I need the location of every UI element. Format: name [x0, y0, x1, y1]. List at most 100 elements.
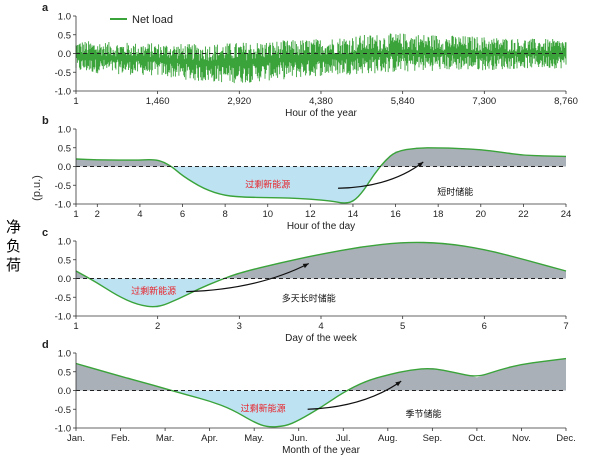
x-tick-label: Jan.	[67, 433, 85, 444]
x-tick-label: Feb.	[111, 433, 130, 444]
arrow-line	[307, 380, 402, 410]
x-axis-label: Hour of the day	[287, 221, 355, 232]
y-tick-label: 1.0	[58, 237, 71, 248]
y-tick-label: 0.0	[58, 162, 71, 173]
x-tick-label: 1	[73, 96, 78, 107]
storage-area	[76, 358, 566, 391]
x-tick-label: Jul.	[336, 433, 351, 444]
x-tick-label: 10	[262, 209, 273, 220]
y-tick-label: -0.5	[55, 68, 71, 79]
panel-letter: c	[42, 227, 48, 239]
y-tick-label: -0.5	[55, 181, 71, 192]
y-tick-label: 0.5	[58, 30, 71, 41]
side-label-char: 负	[6, 238, 21, 255]
x-tick-label: May.	[244, 433, 264, 444]
side-label-char: 荷	[6, 257, 21, 274]
storage-annotation: 多天长时储能	[282, 292, 336, 303]
y-tick-label: 1.0	[58, 349, 71, 360]
y-tick-label: -0.5	[55, 405, 71, 416]
y-axis-label: (p.u.)	[31, 175, 43, 201]
panels: a Net load -1.0 -0.5 0.0 0.5 1.0 1 1,460 2,920 4,3…	[42, 2, 578, 456]
y-tick-label: -1.0	[55, 312, 71, 323]
net-load-line	[75, 147, 567, 204]
surplus-annotation: 过剩新能源	[131, 285, 176, 296]
x-tick-label: 12	[305, 209, 316, 220]
chart-panel-a: a Net load -1.0 -0.5 0.0 0.5 1.0 1 1,460 2,920 4,3…	[42, 2, 578, 119]
surplus-area	[76, 166, 566, 204]
panel-letter: b	[42, 115, 49, 127]
legend-label: Net load	[132, 14, 173, 26]
x-tick-label: 8	[222, 209, 227, 220]
x-tick-label: Dec.	[556, 433, 576, 444]
y-tick-label: -0.5	[55, 293, 71, 304]
side-label: 净 负 荷	[6, 219, 21, 274]
x-tick-label: 1,460	[146, 96, 170, 107]
x-tick-label: Nov.	[512, 433, 531, 444]
y-tick-label: -1.0	[55, 424, 71, 435]
x-tick-label: 3	[237, 321, 242, 332]
x-tick-label: 5	[400, 321, 405, 332]
panel-letter: a	[42, 2, 49, 14]
net-load-line	[75, 357, 567, 428]
storage-area	[76, 242, 566, 279]
x-tick-label: 14	[348, 209, 359, 220]
y-tick-label: 0.0	[58, 49, 71, 60]
y-tick-label: 0.5	[58, 255, 71, 266]
x-tick-label: 1	[73, 209, 78, 220]
x-tick-label: 4,380	[309, 96, 333, 107]
x-tick-label: 16	[390, 209, 401, 220]
side-label-char: 净	[6, 219, 21, 236]
x-tick-label: Jun.	[290, 433, 308, 444]
y-tick-label: -1.0	[55, 87, 71, 98]
x-tick-label: 6	[482, 321, 487, 332]
arrow-head	[302, 263, 309, 269]
x-tick-label: 4	[137, 209, 142, 220]
x-tick-label: 4	[318, 321, 323, 332]
storage-area	[76, 147, 566, 167]
storage-annotation: 季节储能	[405, 408, 441, 419]
y-tick-label: -1.0	[55, 200, 71, 211]
x-tick-label: 22	[518, 209, 529, 220]
x-tick-label: 8,760	[554, 96, 578, 107]
x-tick-label: 7,300	[472, 96, 496, 107]
x-tick-label: Oct.	[468, 433, 485, 444]
panel-letter: d	[42, 339, 49, 351]
x-axis-label: Month of the year	[282, 445, 360, 456]
x-tick-label: Apr.	[201, 433, 218, 444]
arrow-line	[338, 161, 424, 189]
x-tick-label: 7	[563, 321, 568, 332]
x-tick-label: 18	[433, 209, 444, 220]
arrow-line	[186, 262, 310, 293]
y-tick-label: 1.0	[58, 125, 71, 136]
x-tick-label: 2	[155, 321, 160, 332]
x-tick-label: 20	[475, 209, 486, 220]
x-tick-label: Mar.	[156, 433, 174, 444]
net-load-series	[75, 33, 567, 84]
surplus-area	[76, 278, 566, 308]
x-tick-label: 2,920	[227, 96, 251, 107]
x-tick-label: 5,840	[391, 96, 415, 107]
x-tick-label: 24	[561, 209, 572, 220]
x-tick-label: Aug.	[378, 433, 398, 444]
x-axis-label: Hour of the year	[285, 108, 357, 119]
x-axis-label: Day of the week	[285, 333, 358, 344]
y-tick-label: 0.0	[58, 386, 71, 397]
surplus-annotation: 过剩新能源	[245, 178, 290, 189]
y-tick-label: 0.5	[58, 367, 71, 378]
net-load-line	[75, 241, 567, 308]
surplus-area	[76, 390, 566, 428]
x-tick-label: 6	[180, 209, 185, 220]
arrow-head	[395, 381, 402, 387]
storage-annotation: 短时储能	[437, 186, 473, 197]
y-tick-label: 0.5	[58, 143, 71, 154]
x-tick-label: 2	[95, 209, 100, 220]
y-tick-label: 0.0	[58, 274, 71, 285]
x-tick-label: Sep.	[423, 433, 443, 444]
y-tick-label: 1.0	[58, 12, 71, 23]
arrow-head	[417, 162, 424, 168]
surplus-annotation: 过剩新能源	[241, 402, 286, 413]
